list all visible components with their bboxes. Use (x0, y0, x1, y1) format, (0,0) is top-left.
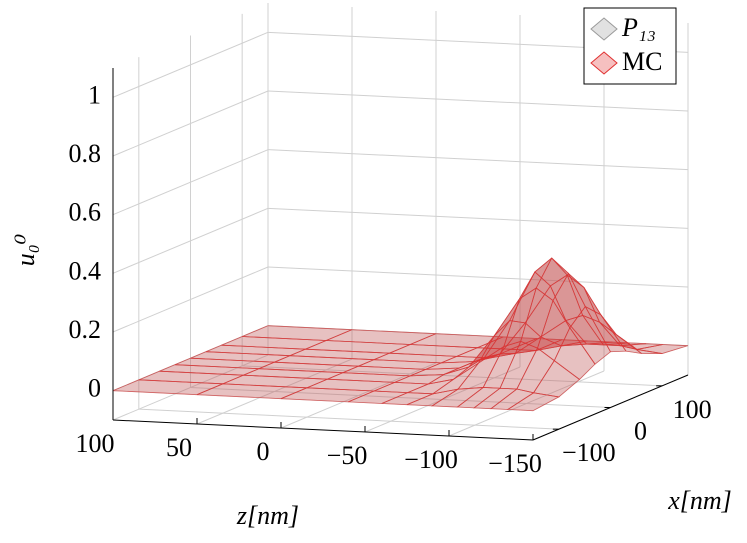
grid-line (280, 362, 437, 429)
grid-line (196, 358, 353, 425)
grid-line (267, 207, 689, 229)
legend-label: P₁₃ (621, 13, 656, 42)
z-axis (112, 419, 534, 441)
z-tick-label: 100 (76, 429, 115, 458)
grid-line (267, 149, 689, 171)
x-tick-label: 100 (673, 395, 712, 424)
x-tick-label: −100 (562, 438, 616, 467)
grid-line (242, 365, 663, 387)
z-tick-label: −50 (327, 441, 368, 470)
legend-label: MC (622, 47, 662, 76)
legend-box (583, 7, 677, 85)
y-tick-label: 0.8 (69, 139, 102, 168)
z-tick-label: −150 (488, 449, 542, 478)
y-tick-label: 0.4 (69, 256, 102, 285)
grid-layer (112, 3, 689, 441)
z-tick-label: 0 (257, 437, 270, 466)
x-tick-label: 0 (634, 416, 647, 445)
y-tick-label: 0.6 (69, 198, 102, 227)
grid-line (112, 354, 269, 421)
x-axis-label: x[nm] (667, 486, 732, 515)
y-tick-label: 0 (88, 374, 101, 403)
legend-swatch (590, 51, 618, 75)
grid-line (138, 408, 559, 430)
y-tick-label: 1 (88, 80, 101, 109)
grid-line (267, 266, 689, 288)
axes-layer: 0 0.2 0.4 0.6 0.8 1 100 50 0 −50 −100 −150 −100 0 100 (69, 68, 712, 478)
surface-series (112, 257, 689, 412)
grid-line (190, 387, 611, 408)
surface-layer (112, 257, 689, 412)
legend-swatch (590, 17, 618, 41)
z-axis-label: z[nm] (236, 501, 299, 530)
grid-line (267, 90, 689, 112)
z-tick-label: 50 (166, 433, 192, 462)
z-tick-label: −100 (404, 445, 458, 474)
y-axis-label: u₀⁰ (11, 233, 40, 266)
y-tick-label: 0.2 (69, 315, 102, 344)
legend: P₁₃ MC (583, 7, 677, 85)
surface-cell (506, 392, 561, 412)
grid-line (448, 370, 605, 437)
